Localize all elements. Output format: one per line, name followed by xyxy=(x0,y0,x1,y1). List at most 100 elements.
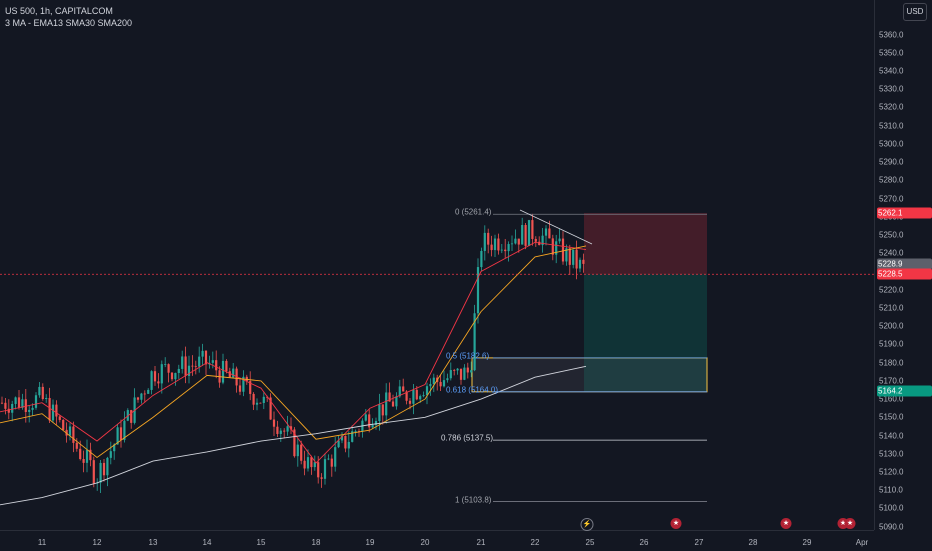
candle-body xyxy=(34,395,38,408)
candle-body xyxy=(300,444,303,461)
candle-body xyxy=(415,389,418,400)
price-tick: 5300.0 xyxy=(879,139,904,149)
candle-body xyxy=(578,259,582,269)
candle-body xyxy=(422,395,425,397)
candle-body xyxy=(249,381,252,394)
candle-body xyxy=(439,381,442,387)
candle-body xyxy=(21,399,24,408)
candle-body xyxy=(449,370,452,379)
candle-body xyxy=(412,389,415,404)
candle-body xyxy=(276,426,279,434)
candle-body xyxy=(320,477,323,479)
candle-body xyxy=(385,392,388,416)
candle-body xyxy=(442,380,446,387)
price-tick: 5190.0 xyxy=(879,339,904,349)
candle-body xyxy=(211,360,214,363)
currency-button[interactable]: USD xyxy=(903,3,927,21)
candle-body xyxy=(269,397,272,420)
candle-body xyxy=(500,249,503,251)
time-tick: 19 xyxy=(365,538,375,547)
candle-body xyxy=(68,426,72,436)
price-tick: 5270.0 xyxy=(879,194,904,204)
time-axis[interactable]: 11 12 13 14 15 18 19 20 21 22 25 26 27 28 29 Apr xyxy=(0,530,874,551)
candle-body xyxy=(28,409,31,412)
candle-body xyxy=(55,404,58,417)
candle-body xyxy=(408,400,412,404)
candle-body xyxy=(123,420,126,440)
candle-body xyxy=(24,399,27,412)
stop-price-tag: 5262.1 xyxy=(877,207,932,219)
candle-body xyxy=(507,244,510,252)
symbol-title[interactable]: US 500, 1h, CAPITALCOM xyxy=(5,6,113,16)
time-tick: 27 xyxy=(694,538,704,547)
candle-body xyxy=(204,350,208,365)
candle-body xyxy=(228,371,231,378)
candle-body xyxy=(568,248,571,265)
sma30-line xyxy=(0,245,587,458)
candle-body xyxy=(150,371,153,390)
price-tick: 5130.0 xyxy=(879,449,904,459)
price-axis[interactable]: 5360.0 5350.0 5340.0 5330.0 5320.0 5310.0 5300… xyxy=(874,0,932,531)
candle-body xyxy=(279,430,282,434)
candle-body xyxy=(201,350,204,357)
candle-body xyxy=(429,384,432,387)
us-flag-icon[interactable]: ★ xyxy=(837,518,849,529)
us-flag-icon[interactable]: ★ xyxy=(780,518,792,529)
candle-body xyxy=(184,356,187,376)
candle-body xyxy=(378,404,381,422)
price-tick: 5330.0 xyxy=(879,84,904,94)
us-flag-icon[interactable]: ★ xyxy=(844,518,856,529)
candle-body xyxy=(521,224,524,245)
price-tick: 5120.0 xyxy=(879,467,904,477)
us-flag-icon[interactable]: ★ xyxy=(670,518,682,529)
price-tick: 5350.0 xyxy=(879,48,904,58)
candle-body xyxy=(514,238,517,244)
candle-body xyxy=(344,435,347,449)
candle-body xyxy=(310,457,313,468)
flash-icon[interactable]: ⚡ xyxy=(580,518,594,531)
candle-body xyxy=(334,447,337,467)
candle-body xyxy=(130,410,133,423)
price-tick: 5140.0 xyxy=(879,431,904,441)
candle-body xyxy=(85,449,89,463)
price-tick: 5200.0 xyxy=(879,321,904,331)
candle-body xyxy=(340,435,344,441)
sma200-line xyxy=(0,365,587,506)
candle-body xyxy=(11,403,14,413)
candle-body xyxy=(51,404,55,421)
candle-body xyxy=(480,250,483,268)
price-tick: 5360.0 xyxy=(879,30,904,39)
fib-level-label: 0.5 (5182.6) xyxy=(446,351,490,361)
candle-body xyxy=(296,444,299,457)
candle-body xyxy=(487,232,490,245)
candle-body xyxy=(181,356,184,369)
candle-body xyxy=(555,241,558,255)
price-tick: 5250.0 xyxy=(879,230,904,240)
candle-body xyxy=(534,238,537,242)
price-tick: 5290.0 xyxy=(879,157,904,167)
candle-body xyxy=(490,244,493,251)
current-price-tag: 5228.5 xyxy=(877,268,932,280)
candle-body xyxy=(561,238,565,262)
candle-body xyxy=(187,365,191,376)
candle-body xyxy=(119,427,123,440)
indicator-title[interactable]: 3 MA - EMA13 SMA30 SMA200 xyxy=(5,18,133,28)
candle-body xyxy=(116,427,119,445)
candle-body xyxy=(497,238,500,251)
candle-body xyxy=(109,451,112,458)
candle-body xyxy=(283,430,286,432)
candle-body xyxy=(286,426,289,432)
time-tick: 22 xyxy=(530,538,540,547)
price-tick: 5240.0 xyxy=(879,248,904,258)
candle-body xyxy=(225,360,228,372)
candle-body xyxy=(167,364,170,373)
candle-body xyxy=(531,220,534,239)
candle-body xyxy=(232,368,235,378)
candle-body xyxy=(432,377,435,385)
candle-body xyxy=(374,421,378,425)
candle-body xyxy=(259,402,262,404)
chart-canvas[interactable] xyxy=(0,0,874,530)
candle-body xyxy=(72,426,75,443)
candle-body xyxy=(402,386,405,392)
